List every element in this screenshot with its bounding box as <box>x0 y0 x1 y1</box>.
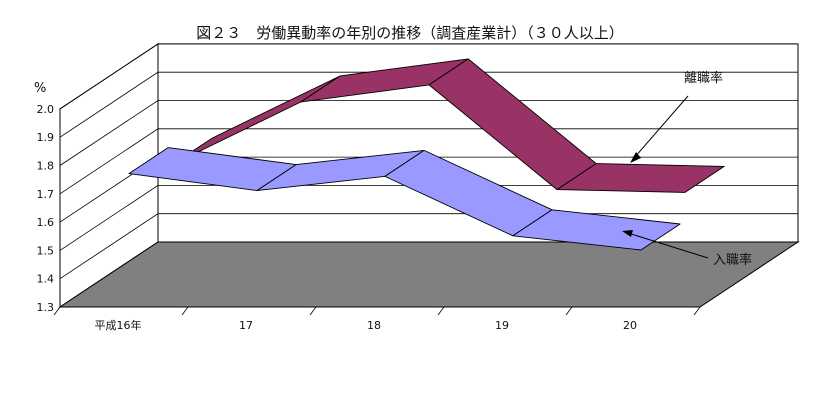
x-ticks: 平成16年 17 18 19 20 <box>95 318 638 332</box>
y-tick-label: 1.3 <box>37 301 55 314</box>
gridline <box>59 43 798 110</box>
gridline <box>59 128 798 195</box>
y-tick-label: 1.7 <box>37 188 55 201</box>
series-back <box>172 58 725 193</box>
x-tick-label: 17 <box>239 319 253 332</box>
legend-accession: 入職率 <box>622 230 752 268</box>
x-tick-label: 平成16年 <box>95 318 142 332</box>
y-tick-label: 1.6 <box>37 216 55 229</box>
legend-arrowhead-accession <box>622 230 633 237</box>
legend-arrow-accession <box>627 232 709 259</box>
y-ticks: 2.0 1.9 1.8 1.7 1.6 1.5 1.4 1.3 <box>37 103 55 314</box>
series-accession-segment <box>512 209 681 251</box>
x-tick-label: 20 <box>623 319 637 332</box>
floor <box>53 241 800 316</box>
gridline <box>59 71 798 138</box>
legend-label-separation: 離職率 <box>684 70 723 86</box>
y-tick-label: 2.0 <box>37 103 55 116</box>
x-tick-mark <box>309 306 317 316</box>
y-tick-label: 1.4 <box>37 273 55 286</box>
series-front <box>128 147 681 251</box>
legend-separation: 離職率 <box>630 70 723 163</box>
legend-label-accession: 入職率 <box>713 252 752 268</box>
x-tick-label: 18 <box>367 319 381 332</box>
chart-title: 図２３ 労働異動率の年別の推移（調査産業計）（３０人以上） <box>196 24 624 42</box>
floor-panel <box>58 241 800 308</box>
y-tick-label: 1.9 <box>37 131 55 144</box>
legend-arrow-separation <box>633 95 689 159</box>
series-separation-segment <box>556 163 725 193</box>
x-tick-label: 19 <box>495 319 509 332</box>
y-axis-unit: % <box>34 81 46 96</box>
x-tick-mark <box>693 306 701 316</box>
legend-arrowhead-separation <box>630 152 641 163</box>
x-tick-mark <box>565 306 573 316</box>
gridline <box>59 100 798 166</box>
y-tick-label: 1.5 <box>37 244 55 257</box>
y-tick-label: 1.8 <box>37 160 55 173</box>
x-tick-mark <box>53 306 61 316</box>
x-tick-mark <box>437 306 445 316</box>
x-tick-mark <box>181 306 189 316</box>
